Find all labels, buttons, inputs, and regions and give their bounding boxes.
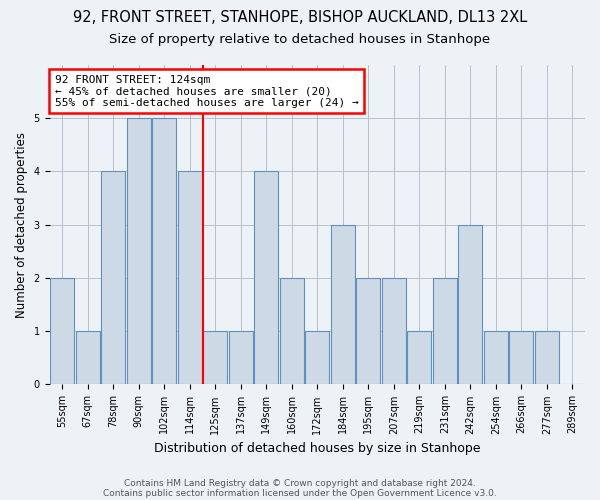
Bar: [203, 331, 227, 384]
Y-axis label: Number of detached properties: Number of detached properties: [15, 132, 28, 318]
Bar: [433, 278, 457, 384]
Bar: [101, 172, 125, 384]
Bar: [356, 278, 380, 384]
Text: 92 FRONT STREET: 124sqm
← 45% of detached houses are smaller (20)
55% of semi-de: 92 FRONT STREET: 124sqm ← 45% of detache…: [55, 74, 359, 108]
Bar: [280, 278, 304, 384]
Bar: [229, 331, 253, 384]
Bar: [254, 172, 278, 384]
Bar: [458, 224, 482, 384]
Text: Contains HM Land Registry data © Crown copyright and database right 2024.: Contains HM Land Registry data © Crown c…: [124, 478, 476, 488]
Bar: [50, 278, 74, 384]
Text: 92, FRONT STREET, STANHOPE, BISHOP AUCKLAND, DL13 2XL: 92, FRONT STREET, STANHOPE, BISHOP AUCKL…: [73, 10, 527, 25]
Bar: [484, 331, 508, 384]
Bar: [382, 278, 406, 384]
Bar: [407, 331, 431, 384]
Bar: [305, 331, 329, 384]
Bar: [331, 224, 355, 384]
Bar: [152, 118, 176, 384]
Bar: [127, 118, 151, 384]
X-axis label: Distribution of detached houses by size in Stanhope: Distribution of detached houses by size …: [154, 442, 481, 455]
Bar: [178, 172, 202, 384]
Bar: [535, 331, 559, 384]
Bar: [509, 331, 533, 384]
Text: Size of property relative to detached houses in Stanhope: Size of property relative to detached ho…: [109, 32, 491, 46]
Bar: [76, 331, 100, 384]
Text: Contains public sector information licensed under the Open Government Licence v3: Contains public sector information licen…: [103, 488, 497, 498]
